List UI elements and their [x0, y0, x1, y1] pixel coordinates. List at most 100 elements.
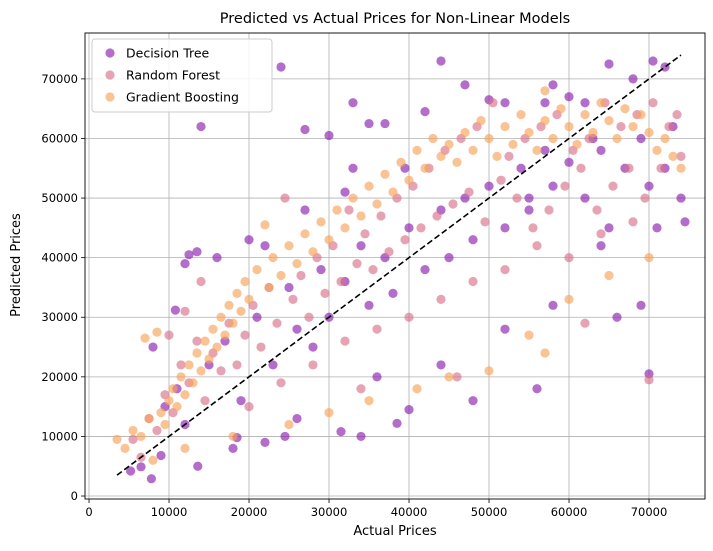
- point-decision-tree: [564, 92, 574, 102]
- point-decision-tree: [500, 223, 510, 233]
- point-decision-tree: [420, 264, 430, 275]
- point-gradient-boosting: [524, 127, 534, 138]
- point-gradient-boosting: [120, 443, 130, 453]
- point-decision-tree: [420, 107, 430, 117]
- point-decision-tree: [380, 118, 390, 129]
- point-gradient-boosting: [604, 115, 614, 126]
- point-random-forest: [532, 241, 542, 251]
- point-gradient-boosting: [612, 133, 622, 144]
- y-tick-label: 30000: [41, 310, 78, 324]
- point-random-forest: [304, 312, 314, 322]
- point-gradient-boosting: [144, 413, 154, 424]
- point-random-forest: [404, 312, 414, 322]
- point-gradient-boosting: [580, 110, 590, 120]
- point-decision-tree: [126, 466, 136, 476]
- point-random-forest: [644, 375, 654, 385]
- plot-frame: [84, 32, 706, 500]
- point-gradient-boosting: [404, 175, 414, 185]
- point-gradient-boosting: [268, 253, 278, 263]
- legend: Decision Tree Random Forest Gradient Boost…: [91, 38, 273, 113]
- point-gradient-boosting: [332, 205, 342, 215]
- point-decision-tree: [636, 133, 646, 144]
- point-gradient-boosting: [156, 407, 166, 418]
- point-random-forest: [128, 434, 138, 445]
- point-gradient-boosting: [484, 133, 494, 144]
- point-random-forest: [656, 163, 666, 173]
- point-decision-tree: [192, 247, 202, 257]
- point-decision-tree: [468, 396, 478, 406]
- point-random-forest: [580, 318, 590, 328]
- y-tick-label: 0: [71, 489, 78, 503]
- y-tick-label: 60000: [41, 131, 78, 145]
- point-random-forest: [308, 360, 318, 370]
- point-gradient-boosting: [208, 324, 218, 334]
- point-random-forest: [372, 324, 382, 334]
- point-decision-tree: [180, 259, 190, 269]
- point-gradient-boosting: [316, 217, 326, 227]
- point-decision-tree: [648, 56, 658, 66]
- point-decision-tree: [548, 181, 558, 191]
- point-random-forest: [352, 259, 362, 269]
- point-decision-tree: [292, 413, 302, 424]
- point-random-forest: [544, 205, 554, 215]
- point-decision-tree: [252, 312, 262, 322]
- point-random-forest: [480, 217, 490, 227]
- point-gradient-boosting: [388, 187, 398, 197]
- point-decision-tree: [596, 145, 606, 155]
- y-tick-label: 10000: [41, 429, 78, 443]
- point-gradient-boosting: [164, 396, 174, 406]
- point-gradient-boosting: [676, 163, 686, 173]
- point-random-forest: [200, 396, 210, 406]
- point-gradient-boosting: [348, 193, 358, 203]
- x-tick-label: 50000: [471, 505, 508, 519]
- point-gradient-boosting: [364, 181, 374, 191]
- point-gradient-boosting: [212, 342, 222, 352]
- point-random-forest: [244, 402, 254, 412]
- point-decision-tree: [636, 300, 646, 310]
- point-random-forest: [340, 336, 350, 346]
- y-tick-label: 50000: [41, 191, 78, 205]
- point-gradient-boosting: [284, 419, 294, 430]
- point-decision-tree: [404, 405, 414, 415]
- point-random-forest: [468, 276, 478, 287]
- point-decision-tree: [524, 205, 534, 215]
- point-random-forest: [272, 318, 282, 328]
- point-decision-tree: [356, 241, 366, 251]
- point-gradient-boosting: [204, 354, 214, 364]
- point-random-forest: [336, 276, 346, 287]
- point-gradient-boosting: [436, 151, 446, 161]
- legend-marker: [105, 70, 115, 80]
- point-decision-tree: [548, 300, 558, 310]
- point-gradient-boosting: [540, 115, 550, 126]
- point-decision-tree: [540, 145, 550, 155]
- point-gradient-boosting: [228, 431, 238, 442]
- point-random-forest: [256, 342, 266, 352]
- point-decision-tree: [596, 241, 606, 251]
- point-random-forest: [344, 205, 354, 215]
- point-random-forest: [196, 276, 206, 287]
- point-random-forest: [676, 151, 686, 161]
- y-axis-label: Predicted Prices: [9, 213, 24, 317]
- y-tick-label: 70000: [41, 72, 78, 86]
- point-decision-tree: [580, 193, 590, 203]
- point-decision-tree: [676, 193, 686, 203]
- x-tick-label: 30000: [311, 505, 348, 519]
- point-random-forest: [560, 181, 570, 191]
- point-decision-tree: [548, 80, 558, 90]
- point-random-forest: [384, 247, 394, 257]
- point-gradient-boosting: [604, 270, 614, 281]
- point-decision-tree: [316, 264, 326, 275]
- point-random-forest: [512, 193, 522, 203]
- point-decision-tree: [540, 98, 550, 108]
- point-random-forest: [368, 264, 378, 275]
- point-random-forest: [288, 294, 298, 304]
- point-gradient-boosting: [224, 300, 234, 310]
- point-random-forest: [432, 211, 442, 221]
- point-gradient-boosting: [136, 431, 146, 442]
- point-decision-tree: [196, 121, 206, 132]
- x-tick-label: 40000: [391, 505, 428, 519]
- x-tick-label: 20000: [231, 505, 268, 519]
- point-decision-tree: [300, 205, 310, 215]
- point-decision-tree: [604, 59, 614, 69]
